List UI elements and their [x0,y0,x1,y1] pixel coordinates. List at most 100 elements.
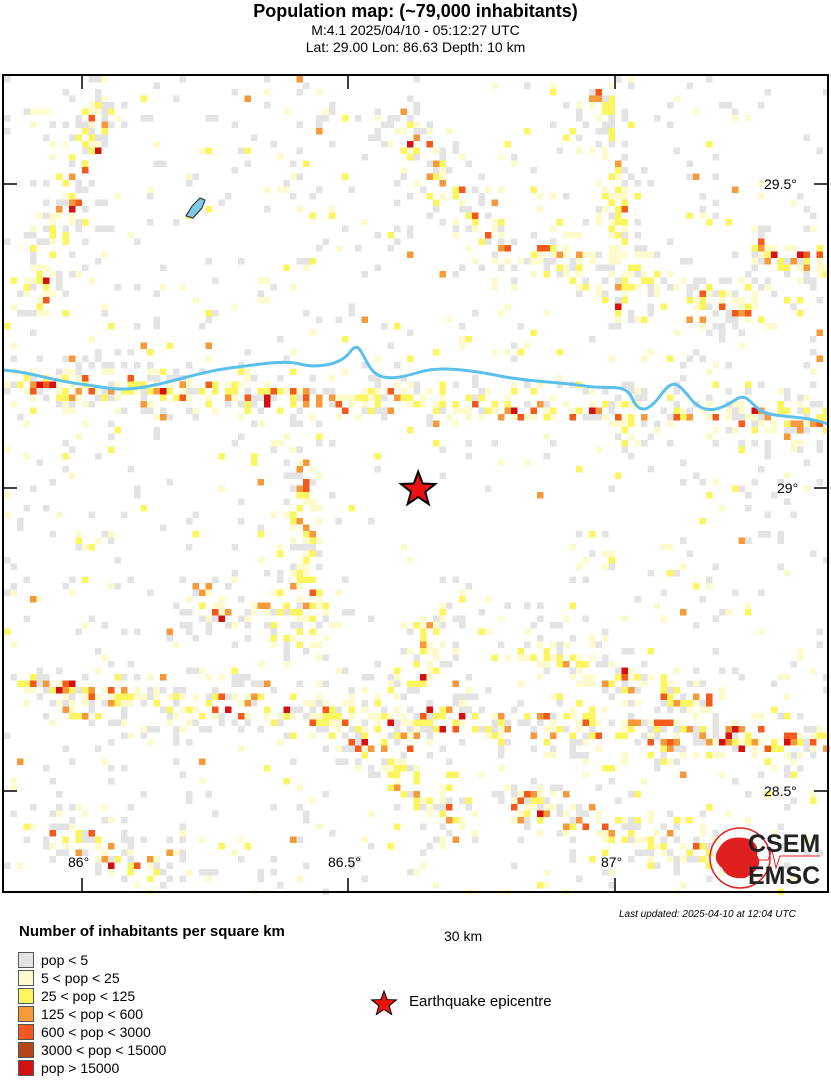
population-cell [556,375,563,382]
population-cell [803,258,810,265]
population-cell [49,251,56,258]
population-cell [153,862,160,869]
population-cell [595,830,602,837]
population-cell [439,810,446,817]
population-cell [368,674,375,681]
population-cell [439,791,446,798]
population-cell [790,199,797,206]
population-cell [550,121,557,128]
population-cell [608,199,615,206]
population-cell [699,323,706,330]
population-cell [426,752,433,759]
population-cell [537,661,544,668]
population-cell [452,407,459,414]
population-cell [530,745,537,752]
population-cell [634,284,641,291]
population-cell [173,849,180,856]
population-cell [732,778,739,785]
population-cell [121,706,128,713]
population-cell [602,654,609,661]
population-cell [374,453,381,460]
population-cell [758,232,765,239]
population-cell [166,862,173,869]
population-cell [758,739,765,746]
population-cell [816,849,823,856]
population-cell [413,134,420,141]
population-cell [322,719,329,726]
population-cell [777,537,784,544]
population-cell [88,700,95,707]
population-cell [4,388,11,395]
population-cell [199,388,206,395]
population-cell [537,206,544,213]
population-cell [140,388,147,395]
population-cell [88,544,95,551]
population-cell [608,355,615,362]
population-cell [673,758,680,765]
population-cell [179,388,186,395]
population-cell [433,199,440,206]
population-cell [745,817,752,824]
population-cell [264,680,271,687]
population-cell [615,316,622,323]
population-cell [296,784,303,791]
population-cell [803,206,810,213]
population-cell [693,277,700,284]
population-cell [205,615,212,622]
population-cell [127,576,134,583]
population-cell [205,342,212,349]
population-cell [95,745,102,752]
population-cell [69,193,76,200]
population-cell [56,849,63,856]
population-cell [582,277,589,284]
population-cell [283,472,290,479]
population-cell [472,212,479,219]
population-cell [374,693,381,700]
population-cell [784,862,791,869]
population-cell [88,836,95,843]
population-cell [654,290,661,297]
population-cell [452,401,459,408]
population-cell [303,394,310,401]
population-cell [452,817,459,824]
population-cell [140,381,147,388]
population-cell [472,225,479,232]
population-cell [439,745,446,752]
population-cell [433,401,440,408]
population-cell [771,251,778,258]
population-cell [387,713,394,720]
population-cell [615,414,622,421]
population-cell [316,121,323,128]
population-cell [296,394,303,401]
population-cell [134,882,141,889]
population-cell [667,758,674,765]
population-cell [608,173,615,180]
population-cell [628,173,635,180]
population-cell [576,102,583,109]
population-cell [361,739,368,746]
population-cell [179,849,186,856]
population-cell [732,485,739,492]
population-cell [82,206,89,213]
population-cell [712,732,719,739]
population-cell [420,862,427,869]
population-cell [491,349,498,356]
population-cell [179,76,186,83]
population-cell [699,479,706,486]
population-cell [95,141,102,148]
population-cell [394,667,401,674]
population-cell [608,563,615,570]
event-info: M:4.1 2025/04/10 - 05:12:27 UTC [311,22,520,38]
population-cell [732,732,739,739]
population-cell [537,791,544,798]
population-cell [127,388,134,395]
population-cell [192,667,199,674]
population-cell [36,303,43,310]
population-cell [407,232,414,239]
population-cell [10,784,17,791]
population-cell [368,375,375,382]
population-cell [595,212,602,219]
population-cell [23,453,30,460]
population-cell [95,856,102,863]
population-cell [108,778,115,785]
